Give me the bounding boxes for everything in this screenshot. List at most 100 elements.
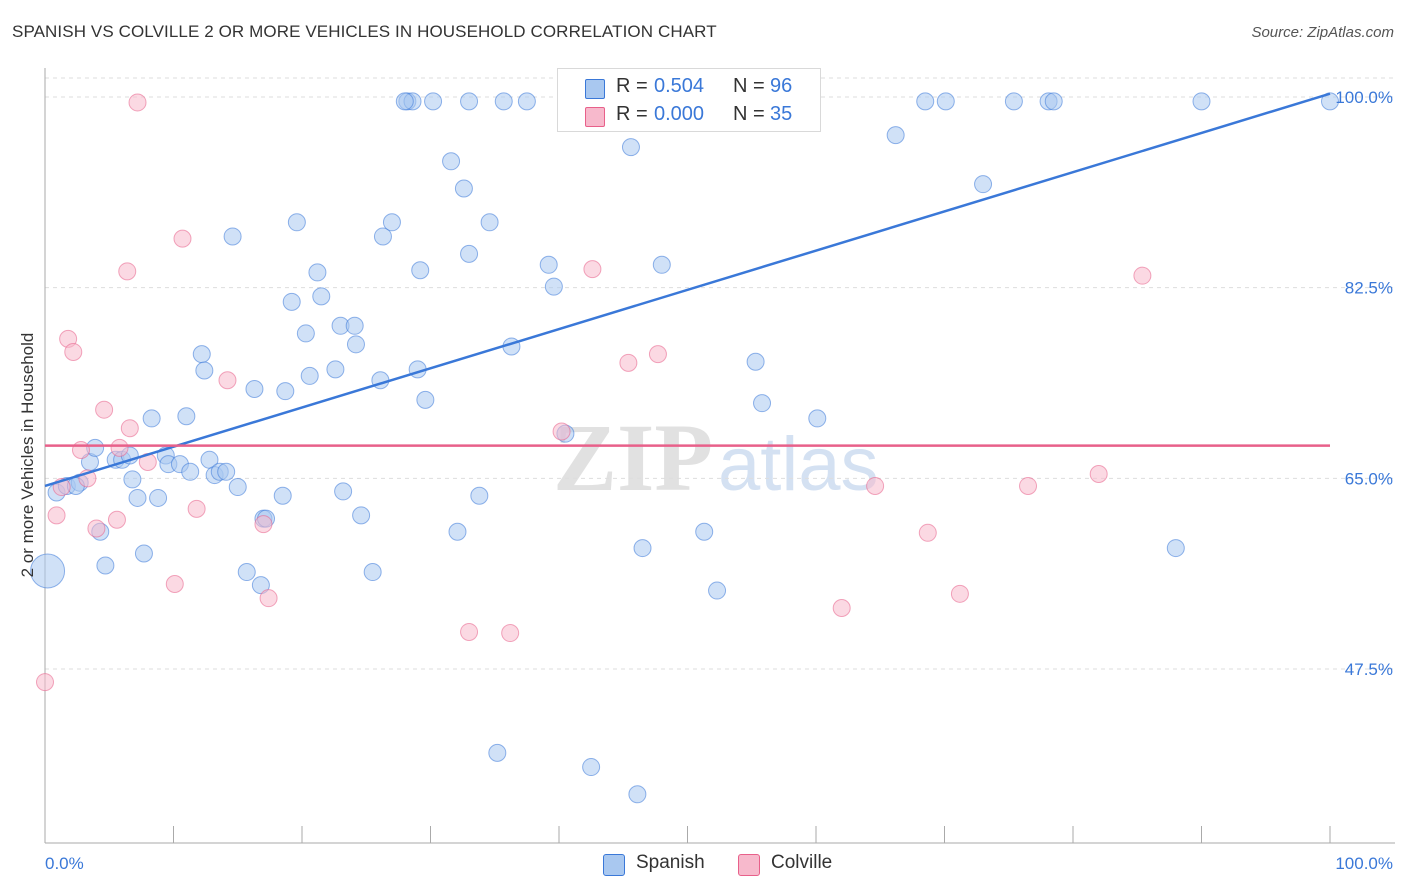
- point-spanish-61: [454, 179, 473, 198]
- point-spanish-84: [974, 175, 993, 194]
- watermark-zip: ZIP: [553, 404, 713, 511]
- legend-label-spanish: Spanish: [636, 852, 705, 873]
- point-spanish-30: [237, 563, 256, 582]
- point-spanish-78: [746, 352, 765, 371]
- point-spanish-75: [652, 255, 671, 274]
- n-label: N =: [733, 103, 765, 125]
- point-spanish-8: [96, 556, 115, 575]
- point-spanish-20: [177, 407, 196, 426]
- point-colville-25: [619, 353, 638, 372]
- r-value: 0.000: [654, 103, 705, 125]
- point-spanish-64: [480, 213, 499, 232]
- point-spanish-37: [282, 292, 301, 311]
- point-spanish-23: [195, 361, 214, 380]
- point-colville-13: [128, 93, 147, 112]
- point-spanish-72: [621, 138, 640, 157]
- point-spanish-0: [30, 553, 66, 589]
- point-spanish-94: [395, 92, 414, 111]
- point-colville-0: [36, 673, 54, 692]
- legend-label-colville: Colville: [771, 852, 833, 873]
- point-spanish-63: [470, 486, 489, 505]
- point-spanish-15: [142, 409, 161, 428]
- point-spanish-76: [695, 522, 714, 541]
- point-colville-11: [118, 262, 137, 281]
- legend-swatch-colville: [585, 107, 605, 127]
- point-spanish-40: [300, 366, 319, 385]
- point-spanish-13: [128, 488, 147, 507]
- point-spanish-42: [312, 287, 331, 306]
- n-value: 96: [770, 75, 793, 97]
- point-colville-9: [107, 510, 126, 529]
- point-spanish-57: [416, 390, 435, 409]
- y-tick-label-0: 47.5%: [1345, 660, 1393, 679]
- point-colville-23: [552, 422, 571, 441]
- point-spanish-74: [633, 539, 652, 558]
- point-colville-30: [918, 523, 937, 542]
- point-spanish-47: [346, 335, 365, 354]
- y-tick-label-2: 82.5%: [1345, 279, 1393, 298]
- point-spanish-35: [273, 486, 292, 505]
- point-spanish-16: [149, 488, 168, 507]
- point-spanish-60: [448, 522, 467, 541]
- chart-title: SPANISH VS COLVILLE 2 OR MORE VEHICLES I…: [12, 22, 717, 41]
- tick-labels: 47.5% 65.0% 82.5% 100.0% 0.0% 100.0%: [45, 88, 1393, 873]
- watermark-atlas: atlas: [718, 422, 879, 507]
- point-spanish-69: [544, 277, 563, 296]
- n-label: N =: [733, 75, 765, 97]
- point-spanish-59: [442, 152, 461, 171]
- axes: [44, 68, 1395, 844]
- point-spanish-83: [936, 92, 955, 111]
- point-colville-24: [583, 260, 602, 279]
- stats-legend: R = 0.504 N = 96 R = 0.000 N = 35: [557, 68, 821, 132]
- point-colville-4: [64, 342, 83, 361]
- chart-source: Source: ZipAtlas.com: [1251, 24, 1394, 41]
- point-spanish-48: [352, 506, 371, 525]
- point-colville-22: [501, 624, 520, 643]
- point-spanish-12: [123, 470, 142, 489]
- point-colville-7: [87, 519, 106, 538]
- point-spanish-89: [1192, 92, 1211, 111]
- point-spanish-46: [345, 316, 364, 335]
- point-spanish-80: [808, 409, 827, 428]
- point-spanish-39: [296, 324, 315, 343]
- r-label: R =: [616, 103, 648, 125]
- point-spanish-38: [287, 213, 306, 232]
- point-colville-29: [866, 476, 885, 495]
- point-colville-15: [165, 575, 184, 594]
- point-colville-31: [950, 584, 969, 603]
- y-tick-label-3: 100.0%: [1335, 88, 1393, 107]
- y-tick-label-1: 65.0%: [1345, 469, 1393, 488]
- watermark: ZIP atlas: [553, 404, 879, 511]
- point-spanish-21: [181, 462, 200, 481]
- x-tick-label-1: 100.0%: [1335, 854, 1393, 873]
- point-colville-21: [460, 622, 479, 641]
- point-spanish-56: [411, 261, 430, 280]
- x-tick-label-0: 0.0%: [45, 854, 84, 873]
- point-spanish-67: [517, 92, 536, 111]
- point-spanish-58: [424, 92, 443, 111]
- point-colville-5: [71, 441, 90, 460]
- point-spanish-31: [245, 379, 264, 398]
- point-spanish-36: [276, 382, 295, 401]
- point-colville-12: [120, 419, 139, 438]
- point-colville-26: [648, 345, 667, 364]
- legend-swatch-spanish: [603, 854, 625, 876]
- series-colville-points: [36, 92, 1152, 692]
- point-spanish-28: [223, 227, 242, 246]
- point-colville-17: [187, 499, 206, 518]
- point-spanish-22: [192, 345, 211, 364]
- trendlines: [44, 92, 1331, 488]
- point-spanish-79: [753, 394, 772, 413]
- stats-legend-row-spanish: R = 0.504 N = 96: [558, 72, 820, 102]
- y-axis-label: 2 or more Vehicles in Household: [18, 332, 37, 578]
- point-colville-18: [218, 371, 237, 390]
- point-colville-34: [1133, 266, 1152, 285]
- point-spanish-81: [886, 126, 905, 145]
- point-spanish-68: [539, 255, 558, 274]
- point-colville-19: [254, 515, 273, 534]
- point-spanish-77: [708, 581, 727, 600]
- point-spanish-90: [1321, 92, 1339, 111]
- point-spanish-82: [916, 92, 935, 111]
- point-spanish-65: [494, 92, 513, 111]
